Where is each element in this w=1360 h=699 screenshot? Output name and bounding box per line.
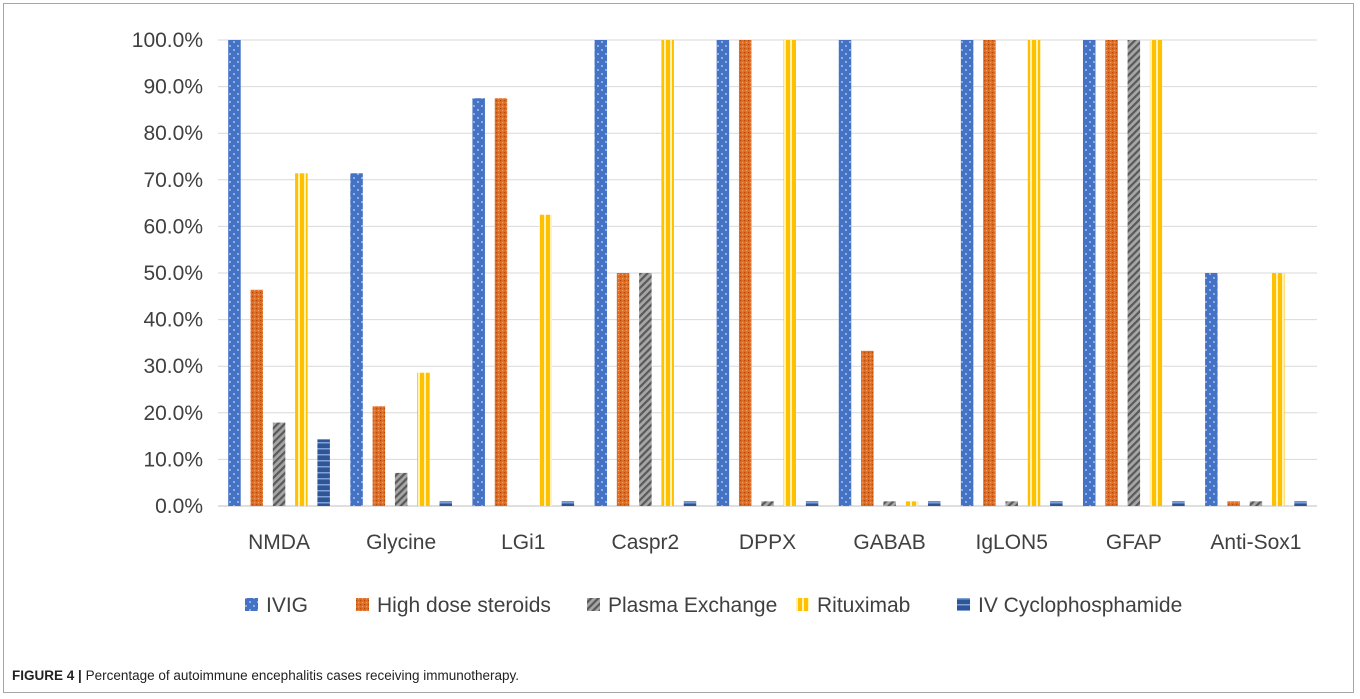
bar-ivig-caspr2 xyxy=(594,40,608,506)
y-tick-label: 30.0% xyxy=(143,355,203,378)
bar-ivig-gfap xyxy=(1082,40,1096,506)
bar-iv-cyclophosphamide-dppx xyxy=(805,501,819,506)
bar-high-dose-steroids-gfap xyxy=(1105,40,1118,506)
figure-caption-label: FIGURE 4 | xyxy=(12,668,82,683)
x-category-label: GABAB xyxy=(853,531,925,554)
legend: IVIG High dose steroids Plasma Exchange Rit… xyxy=(245,594,1182,617)
figure-caption: FIGURE 4 | Percentage of autoimmune ence… xyxy=(12,668,519,683)
bar-high-dose-steroids-gabab xyxy=(861,350,874,506)
bar-plasma-exchange-caspr2 xyxy=(639,273,652,506)
y-tick-label: 10.0% xyxy=(143,448,203,471)
bar-plasma-exchange-nmda xyxy=(272,422,286,506)
legend-label-high-dose-steroids: High dose steroids xyxy=(377,594,551,617)
y-tick-label: 40.0% xyxy=(143,309,203,332)
x-category-label: DPPX xyxy=(739,531,796,554)
bar-rituximab-gabab xyxy=(905,501,919,506)
bar-high-dose-steroids-dppx xyxy=(738,40,752,506)
bar-iv-cyclophosphamide-glycine xyxy=(439,501,453,506)
y-tick-label: 80.0% xyxy=(143,122,203,145)
bar-high-dose-steroids-iglon5 xyxy=(983,40,996,506)
y-tick-label: 50.0% xyxy=(143,262,203,285)
bar-high-dose-steroids-glycine xyxy=(372,406,386,506)
x-category-label: Caspr2 xyxy=(612,531,680,554)
x-axis-categories: NMDA Glycine LGi1 Caspr2 DPPX GABAB IgLON5 GFAP… xyxy=(248,531,1301,554)
bar-plasma-exchange-anti-sox1 xyxy=(1249,501,1263,506)
bar-plasma-exchange-gabab xyxy=(883,501,896,506)
bar-high-dose-steroids-nmda xyxy=(250,289,264,506)
figure-caption-text: Percentage of autoimmune encephalitis ca… xyxy=(85,668,520,683)
bar-ivig-anti-sox1 xyxy=(1205,273,1218,506)
x-category-label: NMDA xyxy=(248,531,310,554)
y-axis-ticks: 0.0% 10.0% 20.0% 30.0% 40.0% 50.0% 60.0% 70.0% 8… xyxy=(132,29,203,518)
bar-iv-cyclophosphamide-lgi1 xyxy=(561,501,575,506)
bar-rituximab-iglon5 xyxy=(1027,40,1041,506)
bar-rituximab-lgi1 xyxy=(539,214,552,506)
bar-iv-cyclophosphamide-gfap xyxy=(1172,501,1185,506)
bar-ivig-dppx xyxy=(716,40,730,506)
bar-ivig-glycine xyxy=(350,173,363,506)
legend-label-ivig: IVIG xyxy=(266,594,308,617)
bar-iv-cyclophosphamide-caspr2 xyxy=(683,501,697,506)
bar-iv-cyclophosphamide-iglon5 xyxy=(1050,501,1063,506)
legend-swatch-plasma-exchange xyxy=(587,598,600,611)
bar-plasma-exchange-glycine xyxy=(394,472,408,506)
bar-high-dose-steroids-lgi1 xyxy=(494,98,508,506)
bar-rituximab-dppx xyxy=(783,40,797,506)
bar-high-dose-steroids-anti-sox1 xyxy=(1227,501,1240,506)
x-category-label: LGi1 xyxy=(501,531,545,554)
bar-high-dose-steroids-caspr2 xyxy=(616,273,630,506)
bar-rituximab-nmda xyxy=(295,173,308,506)
x-category-label: IgLON5 xyxy=(976,531,1048,554)
bar-rituximab-glycine xyxy=(417,372,430,506)
y-tick-label: 90.0% xyxy=(143,76,203,99)
legend-swatch-ivig xyxy=(245,598,258,611)
legend-swatch-high-dose-steroids xyxy=(356,598,369,611)
bar-iv-cyclophosphamide-gabab xyxy=(927,501,941,506)
bar-iv-cyclophosphamide-anti-sox1 xyxy=(1294,501,1307,506)
legend-label-plasma-exchange: Plasma Exchange xyxy=(608,594,777,617)
y-tick-label: 70.0% xyxy=(143,169,203,192)
legend-label-iv-cyclophosphamide: IV Cyclophosphamide xyxy=(978,594,1182,617)
y-tick-label: 0.0% xyxy=(155,495,203,518)
y-tick-label: 60.0% xyxy=(143,215,203,238)
bar-plasma-exchange-gfap xyxy=(1127,40,1141,506)
bar-ivig-gabab xyxy=(838,40,852,506)
x-category-label: GFAP xyxy=(1106,531,1162,554)
y-tick-label: 20.0% xyxy=(143,402,203,425)
bar-rituximab-gfap xyxy=(1149,40,1163,506)
bar-ivig-lgi1 xyxy=(472,98,485,506)
bar-ivig-iglon5 xyxy=(960,40,974,506)
bar-iv-cyclophosphamide-nmda xyxy=(317,439,330,506)
bar-ivig-nmda xyxy=(228,40,241,506)
bar-rituximab-caspr2 xyxy=(661,40,674,506)
legend-swatch-rituximab xyxy=(796,598,809,611)
bars xyxy=(228,40,1307,506)
legend-swatch-iv-cyclophosphamide xyxy=(957,598,970,611)
x-category-label: Anti-Sox1 xyxy=(1210,531,1301,554)
bar-rituximab-anti-sox1 xyxy=(1271,273,1285,506)
legend-label-rituximab: Rituximab xyxy=(817,594,910,617)
bar-plasma-exchange-dppx xyxy=(761,501,774,506)
y-tick-label: 100.0% xyxy=(132,29,203,52)
bar-plasma-exchange-iglon5 xyxy=(1005,501,1018,506)
x-category-label: Glycine xyxy=(366,531,436,554)
